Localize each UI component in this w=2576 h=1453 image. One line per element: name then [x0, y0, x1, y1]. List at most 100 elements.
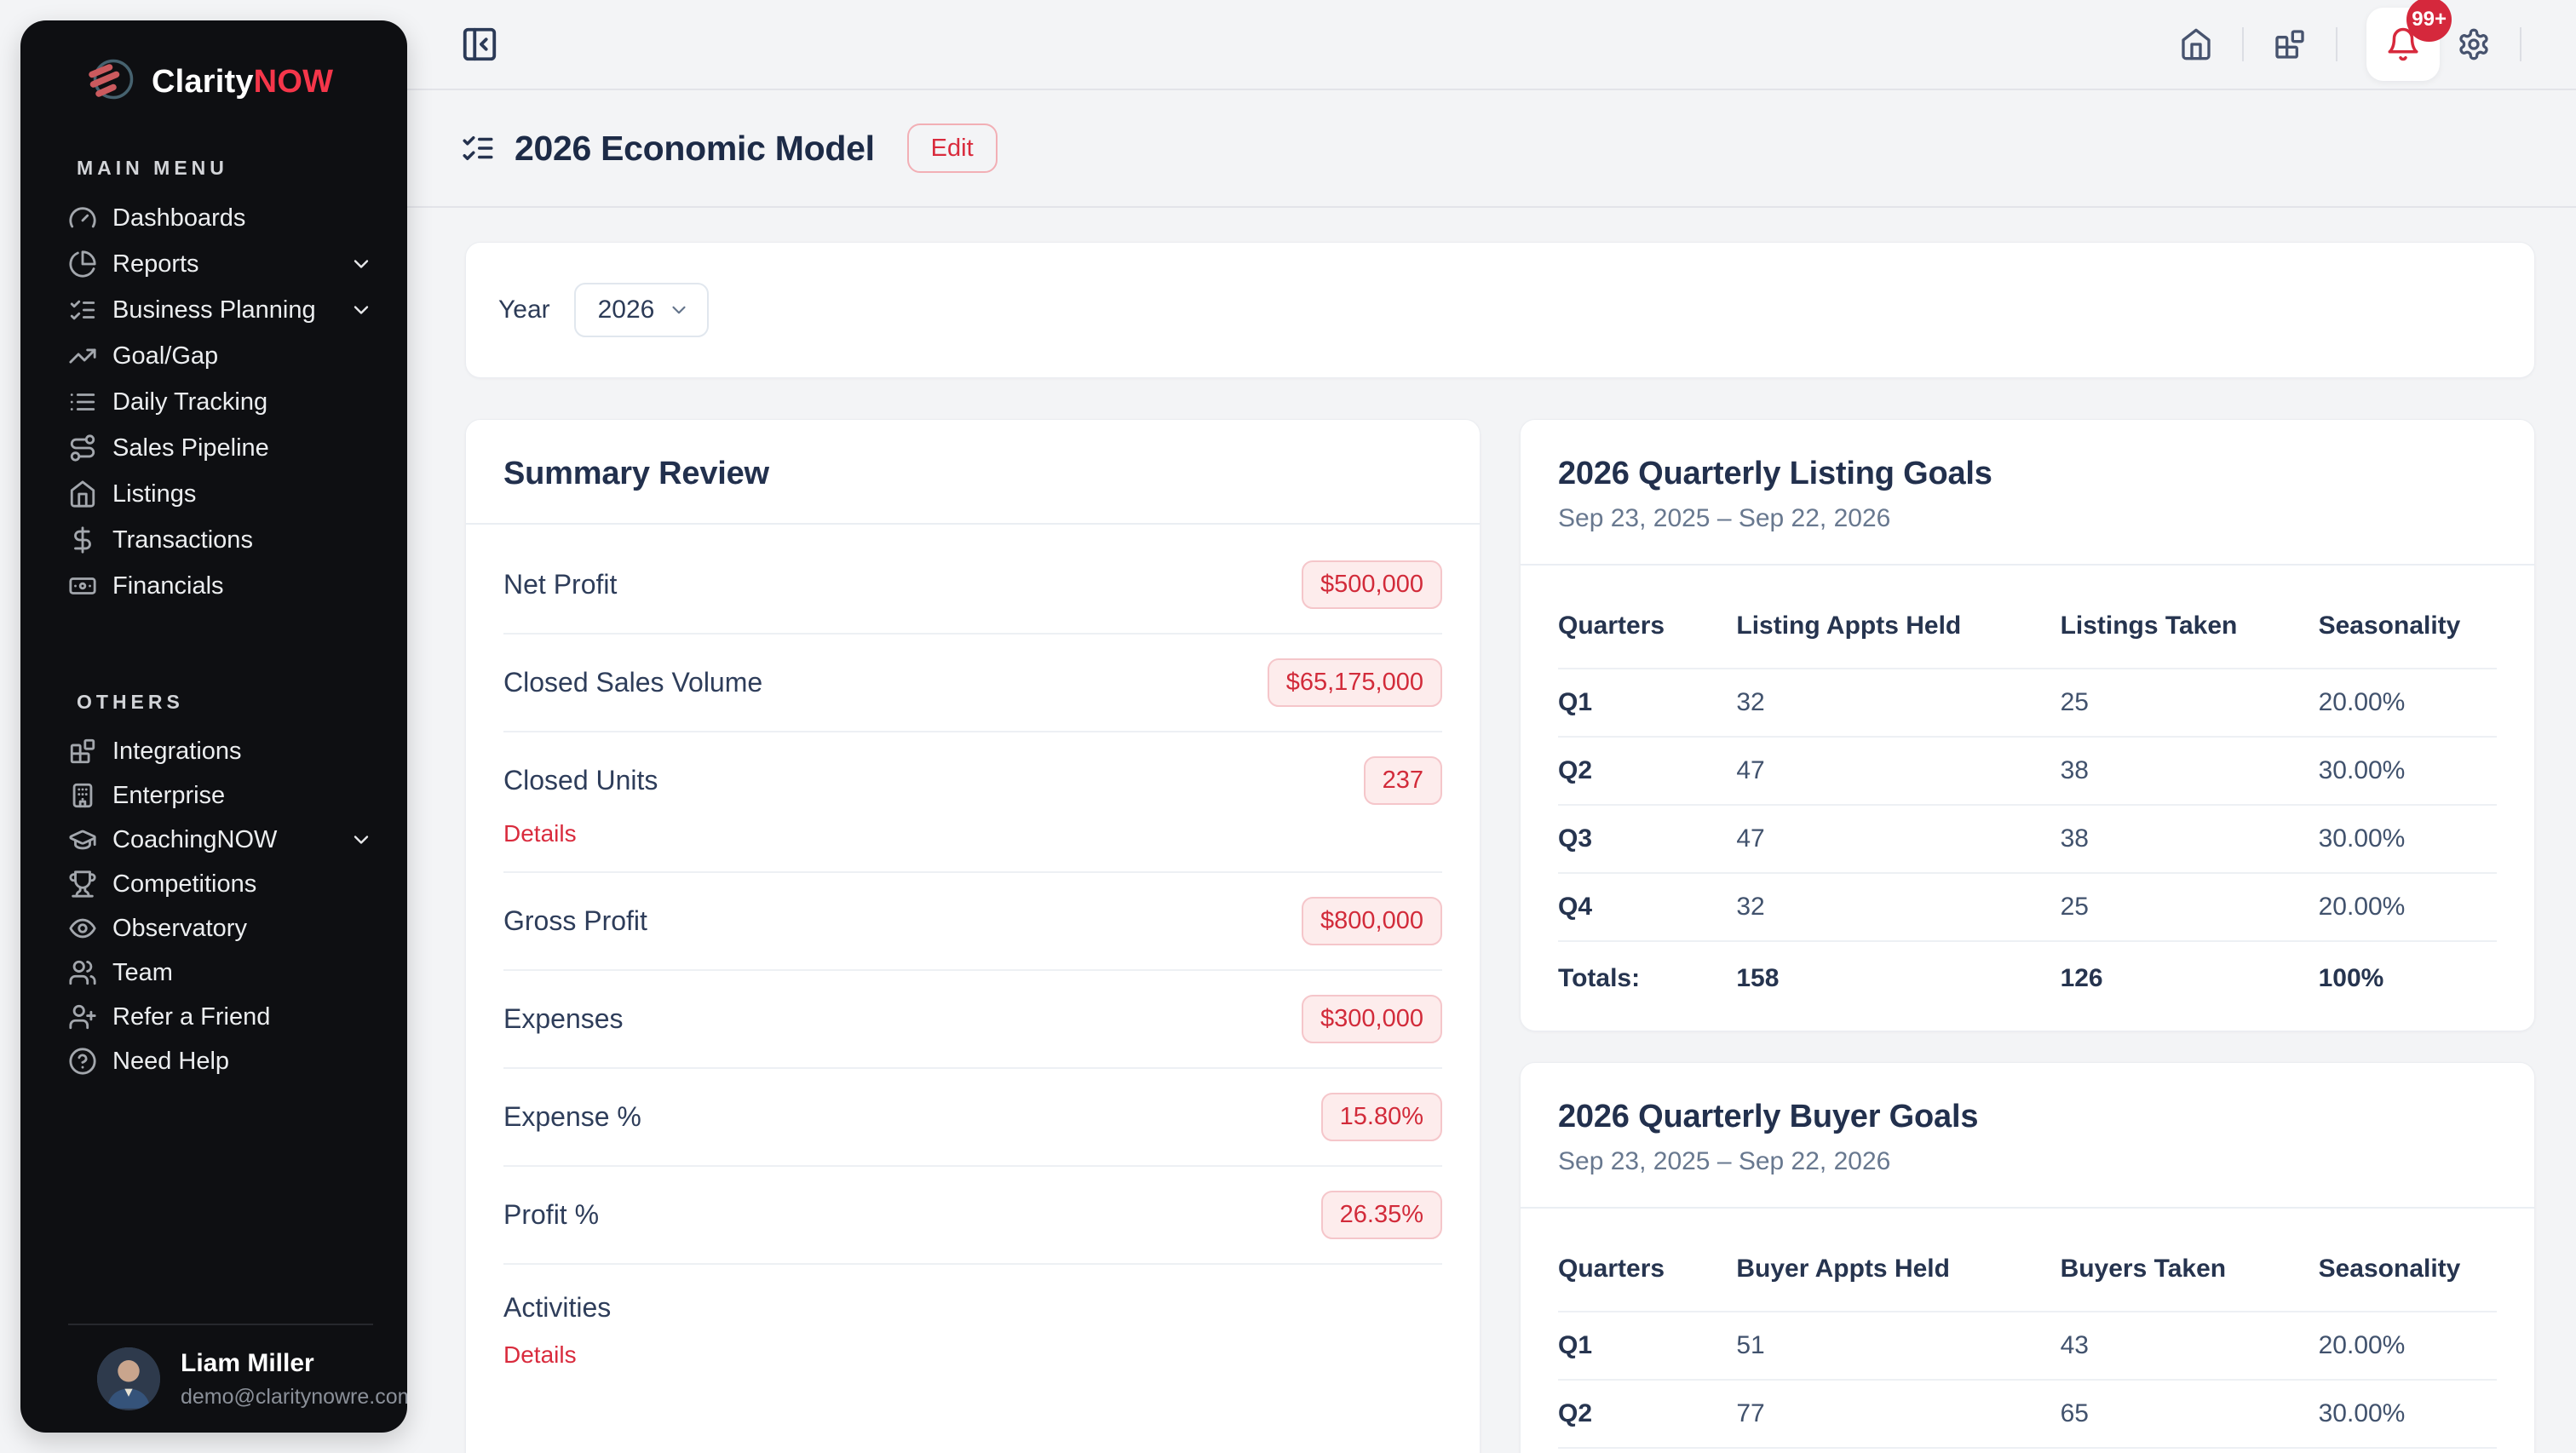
settings-button[interactable]	[2448, 19, 2499, 70]
sidebar-item-financials[interactable]: Financials	[68, 563, 373, 609]
sidebar-item-team[interactable]: Team	[68, 950, 373, 995]
chevron-down-icon	[349, 828, 373, 852]
goals-column: 2026 Quarterly Listing Goals Sep 23, 202…	[1520, 419, 2535, 1453]
table-totals-row: Totals: 158 126 100%	[1558, 964, 2384, 992]
summary-row-label: Closed Units	[503, 765, 658, 795]
summary-value-badge: $800,000	[1302, 897, 1442, 945]
divider	[1521, 1207, 2534, 1209]
home-icon	[68, 480, 97, 508]
claritynow-logo-icon	[89, 59, 134, 100]
summary-value-badge: 15.80%	[1320, 1093, 1442, 1141]
summary-value-badge: $65,175,000	[1267, 658, 1442, 707]
blocks-icon	[2273, 27, 2307, 61]
summary-row-label: Activities	[503, 1291, 612, 1323]
section-label-main-menu: MAIN MENU	[77, 157, 228, 179]
topbar-divider	[2242, 27, 2244, 61]
details-link[interactable]: Details	[503, 1341, 577, 1368]
year-select[interactable]: 2026	[573, 283, 710, 337]
others-group: Integrations Enterprise CoachingNOW Comp…	[68, 729, 373, 1083]
table-row: Q1 51 43 20.00%	[1558, 1312, 2497, 1381]
topbar: 99+	[407, 0, 2576, 90]
summary-review-card: Summary Review Net Profit $500,000 Close…	[465, 419, 1481, 1453]
listing-goals-header: 2026 Quarterly Listing Goals Sep 23, 202…	[1521, 420, 2534, 564]
sidebar-item-sales-pipeline[interactable]: Sales Pipeline	[68, 425, 373, 471]
sidebar-item-dashboards[interactable]: Dashboards	[68, 195, 373, 241]
summary-row-label: Gross Profit	[503, 905, 647, 936]
summary-row-label: Net Profit	[503, 569, 618, 600]
table-header-row: Quarters Buyer Appts Held Buyers Taken S…	[1558, 1215, 2497, 1312]
buyer-goals-date-range: Sep 23, 2025 – Sep 22, 2026	[1558, 1147, 1891, 1175]
details-link[interactable]: Details	[503, 820, 577, 847]
summary-row: Gross Profit $800,000	[503, 873, 1442, 971]
summary-value-badge: $300,000	[1302, 995, 1442, 1043]
gear-icon	[2457, 27, 2491, 61]
topbar-divider	[2520, 27, 2521, 61]
sidebar-item-enterprise[interactable]: Enterprise	[68, 773, 373, 818]
cards-grid: Summary Review Net Profit $500,000 Close…	[465, 419, 2535, 1453]
sidebar-item-reports[interactable]: Reports	[68, 241, 373, 287]
trophy-icon	[68, 870, 97, 899]
sidebar: ClarityNOW MAIN MENU Dashboards Reports …	[20, 20, 407, 1433]
divider	[1521, 564, 2534, 566]
summary-value-badge: 237	[1363, 756, 1442, 805]
sidebar-item-integrations[interactable]: Integrations	[68, 729, 373, 773]
summary-value-badge: 26.35%	[1320, 1191, 1442, 1239]
banknote-icon	[68, 571, 97, 600]
home-button[interactable]	[2171, 19, 2222, 70]
sidebar-item-observatory[interactable]: Observatory	[68, 906, 373, 950]
sidebar-item-goal-gap[interactable]: Goal/Gap	[68, 333, 373, 379]
graduation-cap-icon	[68, 825, 97, 854]
sidebar-item-competitions[interactable]: Competitions	[68, 862, 373, 906]
summary-row-label: Expenses	[503, 1003, 624, 1034]
eye-icon	[68, 914, 97, 943]
sidebar-item-business-planning[interactable]: Business Planning	[68, 287, 373, 333]
list-checks-icon	[68, 296, 97, 324]
chevron-down-icon	[349, 298, 373, 322]
main-area: 99+ 2026 Economic Model Edit Year 2026 S…	[407, 0, 2576, 1453]
year-filter-card: Year 2026	[465, 242, 2535, 378]
listing-goals-card: 2026 Quarterly Listing Goals Sep 23, 202…	[1520, 419, 2535, 1031]
avatar	[97, 1347, 160, 1410]
summary-row: Profit % 26.35%	[503, 1167, 1442, 1265]
summary-row: Expenses $300,000	[503, 971, 1442, 1069]
table-header-row: Quarters Listing Appts Held Listings Tak…	[1558, 572, 2497, 669]
table-row: Q2 77 65 30.00%	[1558, 1381, 2497, 1449]
summary-row: Closed Sales Volume $65,175,000	[503, 635, 1442, 732]
notifications-button[interactable]: 99+	[2366, 0, 2452, 81]
sidebar-item-coachingnow[interactable]: CoachingNOW	[68, 818, 373, 862]
buyer-goals-title: 2026 Quarterly Buyer Goals	[1558, 1099, 1979, 1134]
page-title: 2026 Economic Model	[515, 128, 875, 168]
year-select-value: 2026	[597, 296, 655, 324]
user-text: Liam Miller demo@claritynowre.com	[181, 1349, 407, 1410]
table-row: Q3 47 38 30.00%	[1558, 806, 2497, 874]
topbar-divider	[2336, 27, 2337, 61]
table-row: Q3 77 65 30.00%	[1558, 1449, 2497, 1453]
listing-goals-table: Quarters Listing Appts Held Listings Tak…	[1521, 566, 2534, 1031]
sidebar-item-daily-tracking[interactable]: Daily Tracking	[68, 379, 373, 425]
table-row: Q1 32 25 20.00%	[1558, 669, 2497, 738]
buyer-goals-header: 2026 Quarterly Buyer Goals Sep 23, 2025 …	[1521, 1063, 2534, 1207]
gauge-icon	[68, 204, 97, 233]
user-profile[interactable]: Liam Miller demo@claritynowre.com	[68, 1324, 407, 1433]
apps-button[interactable]	[2264, 19, 2315, 70]
sidebar-item-need-help[interactable]: Need Help	[68, 1039, 373, 1083]
summary-header: Summary Review	[466, 420, 1480, 523]
brand-name: ClarityNOW	[152, 63, 334, 100]
sidebar-item-refer-a-friend[interactable]: Refer a Friend	[68, 995, 373, 1039]
user-email: demo@claritynowre.com	[181, 1384, 407, 1409]
building-icon	[68, 781, 97, 810]
sidebar-item-listings[interactable]: Listings	[68, 471, 373, 517]
sidebar-nav: MAIN MENU Dashboards Reports Business Pl…	[20, 107, 407, 1433]
summary-row: Net Profit $500,000	[503, 537, 1442, 635]
edit-button[interactable]: Edit	[906, 123, 998, 173]
sidebar-collapse-button[interactable]	[460, 25, 499, 64]
panel-left-close-icon	[460, 25, 499, 64]
list-icon	[68, 388, 97, 416]
pie-chart-icon	[68, 250, 97, 279]
year-label: Year	[498, 296, 550, 324]
buyer-goals-table: Quarters Buyer Appts Held Buyers Taken S…	[1521, 1209, 2534, 1453]
trending-up-icon	[68, 342, 97, 370]
summary-row-label: Closed Sales Volume	[503, 667, 763, 698]
buyer-goals-card: 2026 Quarterly Buyer Goals Sep 23, 2025 …	[1520, 1062, 2535, 1453]
sidebar-item-transactions[interactable]: Transactions	[68, 517, 373, 563]
